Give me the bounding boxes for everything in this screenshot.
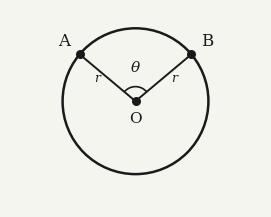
Text: O: O [129, 112, 142, 127]
Text: r: r [171, 72, 177, 85]
Text: θ: θ [131, 61, 140, 75]
Text: B: B [201, 33, 214, 50]
Text: r: r [94, 72, 100, 85]
Text: A: A [58, 33, 70, 50]
Point [133, 99, 138, 103]
Point [189, 53, 193, 56]
Point [78, 53, 82, 56]
